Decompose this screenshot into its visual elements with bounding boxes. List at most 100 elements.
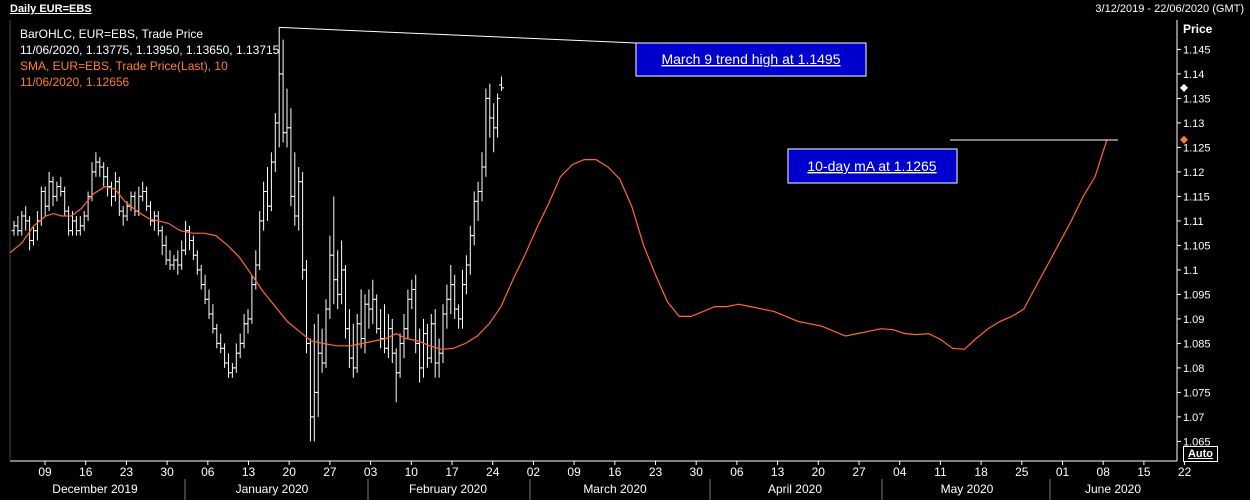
ohlc-bar <box>479 152 485 202</box>
x-tick-label: 04 <box>893 465 907 479</box>
ohlc-bar <box>475 181 481 221</box>
x-tick-label: 23 <box>649 465 663 479</box>
ohlc-bar <box>471 191 477 246</box>
price-axis-title: Price <box>1183 22 1213 36</box>
ohlc-bar <box>397 333 403 378</box>
callout-sma-text: 10-day mA at 1.1265 <box>807 158 936 174</box>
ohlc-bar <box>116 176 122 216</box>
ohlc-bar <box>300 171 306 280</box>
ohlc-bar <box>229 363 235 378</box>
ohlc-bar <box>85 191 91 221</box>
ohlc-bar <box>463 255 469 295</box>
y-tick-label: 1.08 <box>1183 363 1204 375</box>
ohlc-bar <box>393 348 399 403</box>
ohlc-bar <box>23 206 29 231</box>
x-tick-label: 30 <box>690 465 704 479</box>
ohlc-bar <box>409 279 415 310</box>
date-range: 3/12/2019 - 22/06/2020 (GMT) <box>1095 3 1244 15</box>
ohlc-bar <box>183 220 189 256</box>
ohlc-bar <box>241 314 247 349</box>
ohlc-bar <box>210 304 216 334</box>
ohlc-bar <box>339 240 345 305</box>
y-tick-label: 1.09 <box>1183 314 1204 326</box>
y-tick-label: 1.145 <box>1183 44 1211 56</box>
ohlc-bar <box>417 328 423 383</box>
ohlc-bar <box>311 323 317 442</box>
ohlc-bar <box>93 152 99 177</box>
ohlc-bar <box>245 309 251 334</box>
ohlc-bar <box>319 328 325 373</box>
ohlc-bar <box>495 93 501 138</box>
ohlc-bar <box>483 88 489 177</box>
callout-high-text: March 9 trend high at 1.1495 <box>661 51 840 67</box>
x-tick-label: 06 <box>201 465 215 479</box>
ohlc-bar <box>31 225 36 246</box>
x-tick-label: 24 <box>486 465 500 479</box>
ohlc-bar <box>148 201 153 226</box>
ohlc-bar <box>38 186 44 226</box>
ohlc-bar <box>190 235 196 261</box>
ohlc-bar <box>120 206 126 226</box>
y-tick-label: 1.105 <box>1183 240 1211 252</box>
month-label: January 2020 <box>236 482 309 496</box>
ohlc-bar <box>343 265 348 339</box>
ohlc-bar <box>42 186 48 216</box>
title-bar: Daily EUR=EBS 3/12/2019 - 22/06/2020 (GM… <box>0 0 1250 18</box>
ohlc-bar <box>89 162 95 202</box>
ohlc-bar <box>296 167 302 231</box>
y-tick-label: 1.12 <box>1183 167 1204 179</box>
ohlc-bar <box>354 314 360 373</box>
ohlc-bar <box>62 186 68 216</box>
x-tick-label: 10 <box>405 465 419 479</box>
ohlc-bar <box>452 274 458 319</box>
chart-title-link[interactable]: Daily EUR=EBS <box>10 3 92 15</box>
ohlc-bar <box>206 289 212 319</box>
legend: BarOHLC, EUR=EBS, Trade Price 11/06/2020… <box>20 26 279 90</box>
ohlc-bar <box>272 113 278 172</box>
legend-sma-series: SMA, EUR=EBS, Trade Price(Last), 10 <box>20 59 228 73</box>
x-tick-label: 13 <box>242 465 256 479</box>
ohlc-bar <box>323 299 329 368</box>
ohlc-bar <box>132 191 138 216</box>
ohlc-bar <box>124 201 130 221</box>
callout-high-box <box>635 42 867 77</box>
month-label: February 2020 <box>409 482 487 496</box>
x-tick-label: 08 <box>1097 465 1111 479</box>
x-tick-label: 03 <box>364 465 378 479</box>
ohlc-bar <box>167 250 173 270</box>
ohlc-bar <box>15 216 21 236</box>
ohlc-bar <box>424 323 430 368</box>
ohlc-bar <box>140 181 146 202</box>
ohlc-bar <box>448 265 454 314</box>
x-tick-label: 01 <box>1056 465 1070 479</box>
ohlc-bar <box>58 176 64 197</box>
ohlc-bar <box>268 152 274 212</box>
y-tick-label: 1.125 <box>1183 142 1211 154</box>
ohlc-bar <box>350 323 356 378</box>
x-tick-label: 16 <box>79 465 93 479</box>
x-tick-label: 30 <box>160 465 174 479</box>
y-tick-label: 1.13 <box>1183 118 1204 130</box>
ohlc-bar <box>491 103 497 153</box>
ohlc-bar <box>66 206 72 236</box>
ohlc-bar <box>428 314 434 363</box>
ohlc-bar <box>19 211 25 236</box>
ohlc-bar <box>77 216 83 236</box>
callout-high-leader <box>279 26 637 44</box>
legend-bar-series: BarOHLC, EUR=EBS, Trade Price <box>20 27 204 41</box>
ohlc-bar <box>101 162 107 187</box>
ohlc-bar <box>257 211 263 270</box>
x-tick-label: 09 <box>567 465 581 479</box>
ohlc-bar <box>159 225 165 256</box>
ohlc-bar <box>175 250 181 275</box>
ohlc-bar <box>253 250 259 290</box>
auto-scale-button[interactable]: Auto <box>1183 446 1218 462</box>
ohlc-bar <box>304 260 309 354</box>
ohlc-bar <box>440 304 446 363</box>
ohlc-bar <box>249 274 255 324</box>
ohlc-bar <box>421 318 426 378</box>
x-tick-label: 25 <box>1015 465 1029 479</box>
y-tick-label: 1.1 <box>1183 265 1198 277</box>
y-tick-label: 1.115 <box>1183 191 1210 203</box>
